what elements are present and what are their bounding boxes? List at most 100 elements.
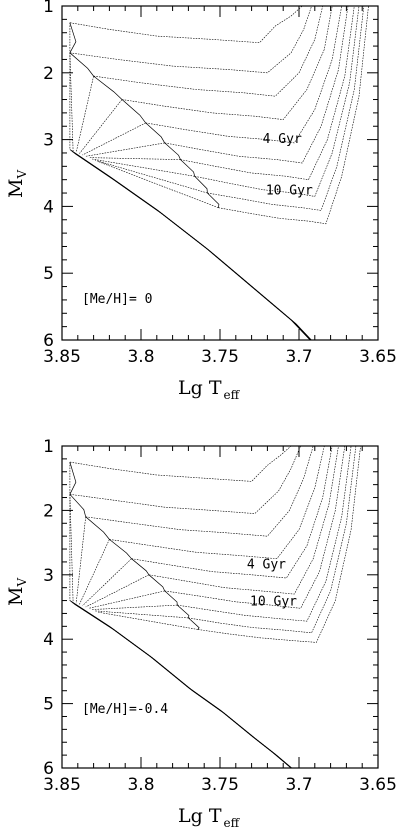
y-tick-label: 4 [43, 197, 54, 217]
isochrone-line [188, 446, 357, 634]
isochrone-segment [88, 590, 165, 609]
annotation-group: 4 Gyr 10 Gyr [247, 557, 297, 609]
isochrone-segment [91, 604, 178, 610]
zams-line [73, 152, 312, 340]
turnoff-connector [109, 539, 132, 559]
zams-line [70, 150, 311, 340]
turnoff-connector [69, 22, 77, 53]
isochrone-segment [88, 157, 181, 160]
zams-line [74, 153, 312, 340]
isochrone-line [131, 446, 333, 579]
y-tick-label: 6 [43, 759, 54, 779]
turnoff-connector [93, 75, 123, 100]
isochrone-segment [79, 539, 110, 605]
annotation-group: 4 Gyr 10 Gyr [263, 132, 313, 198]
y-tick-label: 6 [43, 331, 54, 351]
isochrone-segment [75, 516, 86, 604]
x-tick-label: 3.75 [201, 347, 239, 367]
isochrone-segment [79, 99, 123, 154]
y-tick-label: 2 [43, 501, 54, 521]
zams-line [73, 603, 293, 768]
age-annotation: 10 Gyr [250, 595, 297, 610]
tick-group: 3.85 3.8 3.75 3.7 3.65 1 2 3 4 5 6 [43, 0, 397, 367]
isochrone-segment [85, 142, 165, 157]
zams-line [72, 602, 292, 768]
turnoff-connector [194, 176, 208, 194]
zams-line [69, 600, 292, 768]
x-tick-label: 3.8 [127, 347, 154, 367]
metallicity-label: [Me/H]= 0 [82, 292, 152, 307]
x-tick-label: 3.7 [285, 347, 312, 367]
isochrone-segment [95, 610, 189, 619]
y-tick-label: 5 [43, 695, 54, 715]
isochrone-line [121, 6, 333, 120]
turnoff-connector [85, 516, 110, 540]
turnoff-connector [164, 590, 178, 606]
isochrone-segment [98, 161, 219, 208]
isochrone-segment [98, 611, 198, 630]
isochrone-line [218, 6, 369, 225]
turnoff-connector [207, 192, 220, 208]
zams-group [69, 600, 293, 768]
isochrone-segment [91, 158, 195, 177]
turnoff-connector [121, 99, 146, 124]
turnoff-connector [164, 142, 181, 160]
isochrone-segment [82, 558, 132, 606]
y-tick-label: 1 [43, 0, 54, 17]
isochrone-line [148, 446, 339, 595]
metallicity-label: [Me/H]=-0.4 [82, 702, 168, 717]
turnoff-connector [180, 159, 196, 177]
zams-line [69, 149, 311, 340]
x-axis-label-sub: eff [224, 816, 241, 830]
isochrone-line [164, 446, 346, 609]
isochrone-line [177, 446, 352, 622]
y-tick-label: 3 [43, 566, 54, 586]
y-axis-label: MV [5, 578, 29, 606]
y-tick-label: 5 [43, 264, 54, 284]
turnoff-connector [131, 558, 150, 575]
turnoff-connector [145, 122, 166, 144]
y-tick-label: 4 [43, 630, 54, 650]
x-tick-label: 3.65 [359, 775, 397, 795]
x-tick-label: 3.7 [285, 775, 312, 795]
isochrone-line [69, 446, 292, 482]
isochrone-line [109, 446, 325, 560]
turnoff-connector [69, 52, 94, 77]
isochrone-line [197, 446, 361, 643]
isochrone-segment [95, 160, 208, 194]
age-annotation: 4 Gyr [263, 132, 302, 147]
isochrone-segment [75, 76, 94, 153]
isochrone-segment [69, 52, 74, 152]
isochrone-group [69, 446, 361, 643]
isochrone-group [69, 6, 369, 225]
isochrone-line [69, 6, 312, 74]
age-annotation: 4 Gyr [247, 557, 286, 572]
plot-clip-group [69, 446, 361, 768]
age-annotation: 10 Gyr [266, 183, 313, 198]
isochrone-segment [85, 574, 150, 608]
x-tick-label: 3.75 [201, 775, 239, 795]
isochrone-line [93, 6, 323, 97]
y-tick-label: 2 [43, 64, 54, 84]
zams-group [69, 149, 312, 340]
isochrone-line [164, 6, 349, 164]
x-tick-label: 3.8 [127, 775, 154, 795]
isochrone-line [145, 6, 342, 144]
turnoff-connector [69, 494, 87, 517]
y-tick-label: 3 [43, 131, 54, 151]
plot-frame [61, 5, 379, 341]
isochrone-segment [69, 494, 74, 602]
isochrone-line [207, 6, 365, 211]
x-tick-label: 3.85 [43, 347, 81, 367]
x-tick-label: 3.85 [43, 775, 81, 795]
y-axis-label-sub: V [15, 578, 29, 588]
plot-frame [61, 445, 379, 769]
x-tick-label: 3.65 [359, 347, 397, 367]
zams-line [72, 151, 312, 340]
zams-line [74, 604, 293, 768]
y-axis-label-sub: V [15, 170, 29, 180]
